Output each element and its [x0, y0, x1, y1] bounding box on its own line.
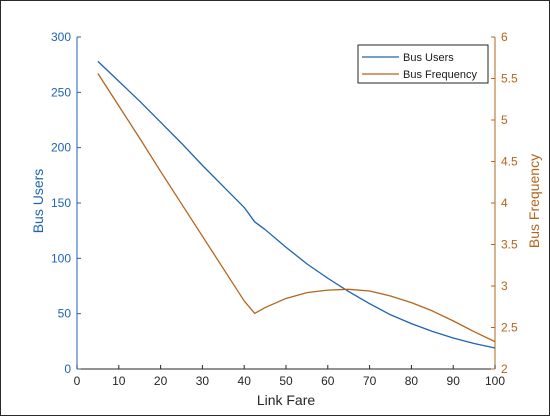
y-left-tick-label: 50 [58, 307, 72, 321]
plot-area [77, 37, 495, 369]
y-right-tick-label: 4.5 [501, 155, 518, 169]
y-right-tick-label: 4 [501, 196, 508, 210]
y-axis-left-label: Bus Users [30, 169, 46, 234]
x-tick-label: 40 [238, 374, 252, 388]
legend: Bus Users Bus Frequency [357, 44, 489, 84]
y-right-tick-label: 2.5 [501, 321, 518, 335]
y-left-tick-label: 150 [51, 196, 71, 210]
y-right-tick-label: 6 [501, 30, 508, 44]
y-left-tick-label: 100 [51, 251, 71, 265]
y-left-tick-label: 250 [51, 85, 71, 99]
x-tick-label: 10 [112, 374, 126, 388]
y-right-tick-label: 5 [501, 113, 508, 127]
x-tick-label: 0 [74, 374, 81, 388]
x-tick-label: 70 [363, 374, 377, 388]
legend-label-bus-users: Bus Users [403, 52, 454, 64]
x-tick-label: 50 [279, 374, 293, 388]
y-left-tick-label: 200 [51, 141, 71, 155]
x-tick-label: 30 [196, 374, 210, 388]
x-axis-label: Link Fare [257, 392, 316, 408]
x-tick-label: 20 [154, 374, 168, 388]
y-axis-right-label: Bus Frequency [526, 154, 542, 248]
series-line-bus-frequency [97, 73, 496, 343]
x-tick-label: 80 [405, 374, 419, 388]
x-tick-label: 90 [447, 374, 461, 388]
y-right-tick-label: 3 [501, 279, 508, 293]
x-tick-label: 100 [485, 374, 505, 388]
y-left-tick-label: 0 [64, 362, 71, 376]
y-right-tick-label: 3.5 [501, 238, 518, 252]
y-right-tick-label: 5.5 [501, 72, 518, 86]
y-right-tick-label: 2 [501, 362, 508, 376]
x-tick-label: 60 [321, 374, 335, 388]
legend-box [357, 44, 489, 84]
series-line-bus-users [97, 60, 496, 349]
y-left-tick-label: 300 [51, 30, 71, 44]
legend-label-bus-frequency: Bus Frequency [403, 69, 477, 81]
